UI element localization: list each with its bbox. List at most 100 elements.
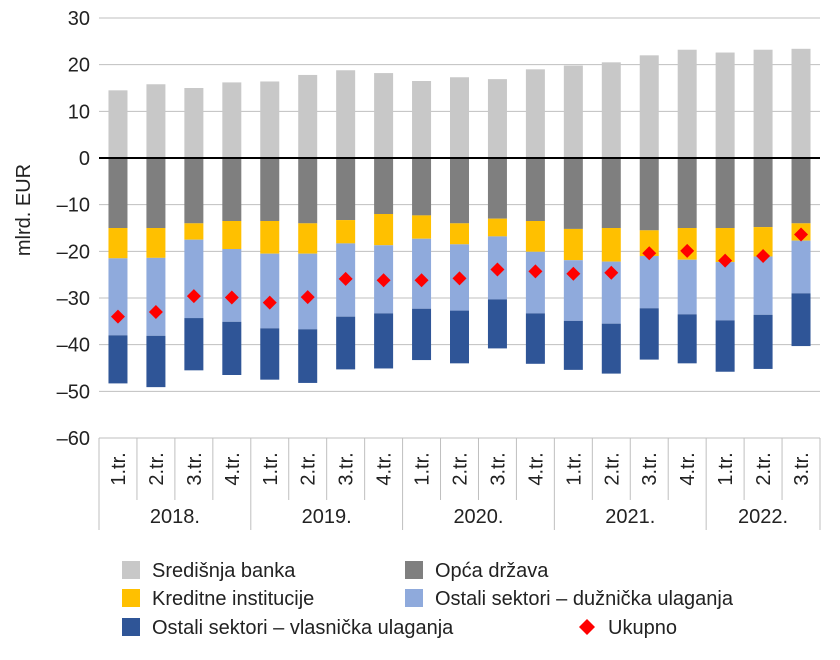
bar-segment (677, 158, 697, 228)
bar-segment (525, 251, 545, 314)
x-year-label: 2018. (150, 506, 200, 528)
bar-segment (601, 158, 621, 228)
y-tick-label: –30 (57, 288, 90, 310)
bar-segment (677, 314, 697, 364)
x-tick-label: 4.tr. (374, 452, 396, 485)
y-tick-label: –20 (57, 241, 90, 263)
y-axis-title: mlrd. EUR (13, 164, 35, 256)
bar-segment (753, 256, 773, 315)
bar-segment (715, 262, 735, 321)
x-tick-label: 2.tr. (450, 452, 472, 485)
total-marker (604, 265, 619, 280)
bar-segment (450, 77, 469, 158)
bar-segment (146, 257, 166, 336)
bar-segment (753, 49, 773, 158)
x-tick-label: 4.tr. (677, 452, 699, 485)
legend-label: Ostali sektori – vlasnička ulaganja (152, 617, 454, 639)
bar-segment (563, 158, 583, 229)
legend-label: Kreditne institucije (152, 588, 314, 610)
bar-segment (791, 158, 811, 224)
bar-segment (563, 228, 583, 261)
bar-segment (715, 320, 735, 372)
total-marker (794, 227, 809, 242)
legend-label: Središnja banka (152, 560, 296, 582)
bar-segment (525, 221, 545, 252)
bar-segment (677, 259, 697, 315)
total-marker (452, 271, 467, 286)
bar-segment (222, 82, 242, 158)
x-year-label: 2019. (302, 506, 352, 528)
bar-segment (260, 81, 280, 158)
total-marker (642, 246, 657, 261)
bar-segment (260, 221, 280, 254)
bar-segment (184, 223, 204, 240)
bar-segment (412, 158, 432, 216)
bar-segment (715, 52, 735, 158)
total-marker (490, 262, 505, 277)
bar-segment (184, 239, 204, 319)
bar-segment (563, 320, 583, 370)
bar-segment (791, 240, 811, 294)
x-tick-label: 2.tr. (753, 452, 775, 485)
bar-segment (336, 158, 356, 221)
bar-segment (601, 323, 621, 374)
total-marker (110, 309, 125, 324)
bar-segment (146, 335, 166, 388)
bar-segment (146, 84, 166, 158)
legend-swatch (122, 618, 140, 636)
x-tick-label: 1.tr. (108, 452, 130, 485)
bar-segment (108, 335, 128, 384)
legend-label: Opća država (435, 560, 549, 582)
bar-segment (184, 158, 204, 224)
bar-segment (260, 253, 280, 329)
bar-segment (222, 321, 242, 375)
x-tick-label: 2.tr. (146, 452, 168, 485)
x-tick-label: 1.tr. (715, 452, 737, 485)
bar-segment (108, 228, 128, 259)
bar-segment (222, 221, 242, 249)
bar-segment (791, 48, 811, 158)
legend: Središnja banka Opća država Kreditne insti… (122, 560, 734, 639)
x-year-label: 2020. (453, 506, 503, 528)
x-tick-label: 4.tr. (525, 452, 547, 485)
bar-segment (298, 158, 318, 224)
x-tick-label: 2.tr. (601, 452, 623, 485)
x-tick-label: 1.tr. (412, 452, 434, 485)
total-marker (718, 253, 733, 268)
bar-segment (412, 81, 432, 158)
y-tick-label: –10 (57, 195, 90, 217)
legend-swatch (122, 561, 140, 579)
x-tick-label: 1.tr. (563, 452, 585, 485)
y-tick-label: –60 (57, 428, 90, 450)
bar-segment (260, 158, 280, 221)
bar-segment (374, 73, 394, 158)
x-tick-label: 2.tr. (298, 452, 320, 485)
bar-segment (525, 69, 545, 158)
y-axis: 30 20 10 0 –10 –20 –30 –40 –50 –60 (57, 8, 90, 450)
bar-segment (525, 158, 545, 221)
x-tick-label: 3.tr. (639, 452, 661, 485)
bar-segment (601, 228, 621, 262)
bar-segment (639, 55, 659, 159)
bar-segment (715, 158, 735, 228)
x-tick-label: 3.tr. (336, 452, 358, 485)
total-marker (186, 289, 201, 304)
total-marker (148, 305, 163, 319)
legend-swatch (579, 619, 595, 635)
y-tick-label: 20 (68, 55, 90, 77)
bar-segment (412, 308, 432, 361)
bar-segment (753, 314, 773, 369)
bar-segment (450, 310, 469, 364)
bar-segment (336, 220, 356, 244)
bar-segment (450, 158, 469, 224)
bar-segment (146, 158, 166, 228)
y-tick-label: –50 (57, 381, 90, 403)
bar-segment (336, 316, 356, 370)
bar-segment (563, 65, 583, 158)
bar-segment (336, 70, 356, 158)
bar-segment (639, 230, 659, 256)
total-marker (224, 290, 239, 305)
bar-segment (298, 223, 318, 254)
total-marker (528, 264, 543, 279)
